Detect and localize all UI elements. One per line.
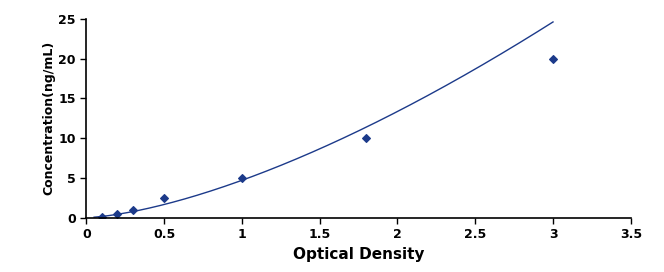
Y-axis label: Concentration(ng/mL): Concentration(ng/mL) [42,41,56,196]
X-axis label: Optical Density: Optical Density [293,247,424,262]
